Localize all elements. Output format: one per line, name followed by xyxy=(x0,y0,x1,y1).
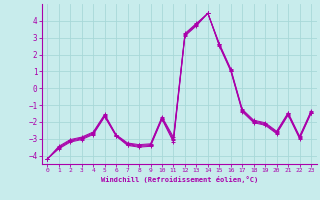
X-axis label: Windchill (Refroidissement éolien,°C): Windchill (Refroidissement éolien,°C) xyxy=(100,176,258,183)
